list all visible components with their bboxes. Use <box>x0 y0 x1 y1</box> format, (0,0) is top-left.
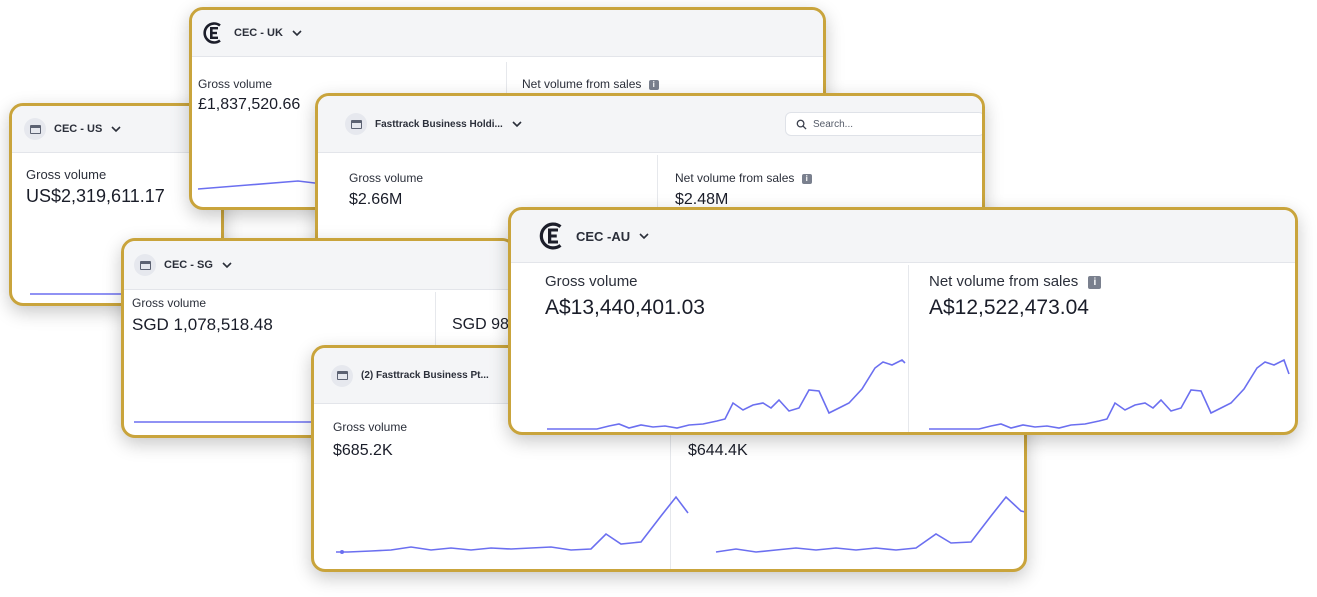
account-name: CEC - US <box>54 123 103 135</box>
gross-volume-value: £1,837,520.66 <box>198 96 301 113</box>
account-name: CEC - SG <box>164 259 213 271</box>
account-name: CEC -AU <box>576 228 631 244</box>
net-volume-label: Net volume from sales i <box>522 77 659 91</box>
net-volume-value: $2.48M <box>675 191 729 208</box>
net-volume-value: A$12,522,473.04 <box>929 296 1089 319</box>
net-volume-label-text: Net volume from sales <box>522 77 642 91</box>
search-placeholder: Search... <box>813 118 854 130</box>
account-switcher[interactable]: CEC -AU <box>538 221 650 251</box>
search-icon <box>796 119 807 130</box>
net-volume-sparkline <box>715 495 1024 553</box>
chevron-down-icon <box>292 30 302 37</box>
gross-volume-label: Gross volume <box>132 296 207 310</box>
info-icon[interactable]: i <box>648 79 659 90</box>
net-volume-value: SGD 98 <box>452 316 509 333</box>
account-switcher[interactable]: CEC - SG <box>134 254 233 276</box>
gross-volume-sparkline <box>547 359 906 430</box>
gross-volume-label: Gross volume <box>198 77 273 91</box>
gross-volume-value: $685.2K <box>333 442 393 459</box>
gross-volume-value: SGD 1,078,518.48 <box>132 315 273 334</box>
account-name: Fasttrack Business Holdi... <box>375 118 503 130</box>
account-name: CEC - UK <box>234 27 283 39</box>
net-volume-label-text: Net volume from sales <box>929 273 1079 290</box>
net-volume-sparkline <box>929 358 1290 430</box>
store-icon <box>345 113 367 135</box>
store-icon <box>134 254 156 276</box>
chevron-down-icon <box>512 121 522 128</box>
gross-volume-value: US$2,319,611.17 <box>26 186 165 206</box>
store-icon <box>331 364 353 387</box>
info-icon[interactable]: i <box>1088 275 1102 289</box>
gross-volume-label: Gross volume <box>26 167 107 182</box>
gross-volume-label: Gross volume <box>349 171 424 185</box>
card-cec-au: CEC -AU Gross volume A$13,440,401.03 Net… <box>508 207 1298 435</box>
net-volume-label: Net volume from sales i <box>929 273 1102 290</box>
gross-volume-sparkline <box>197 180 324 190</box>
chevron-down-icon <box>222 262 232 269</box>
cec-logo-icon <box>539 222 562 250</box>
account-name: (2) Fasttrack Business Pt... <box>361 370 489 381</box>
gross-volume-sparkline <box>134 421 314 423</box>
account-switcher[interactable]: CEC - US <box>24 118 122 140</box>
gross-volume-value: $2.66M <box>349 191 403 208</box>
gross-volume-label: Gross volume <box>333 420 408 434</box>
account-switcher[interactable]: CEC - UK <box>202 21 303 45</box>
search-input[interactable]: Search... <box>785 112 982 136</box>
cec-logo-icon <box>203 22 221 44</box>
chevron-down-icon <box>111 126 121 133</box>
panel-divider <box>908 265 909 432</box>
gross-volume-value: A$13,440,401.03 <box>545 296 705 319</box>
gross-volume-label: Gross volume <box>545 273 638 290</box>
card-cec-us: CEC - US Gross volume US$2,319,611.17 <box>9 103 224 306</box>
net-volume-label: Net volume from sales i <box>675 171 812 185</box>
panel-divider <box>670 406 671 569</box>
info-icon[interactable]: i <box>801 173 812 184</box>
account-switcher[interactable]: Fasttrack Business Holdi... <box>345 113 523 135</box>
net-volume-label-text: Net volume from sales <box>675 171 795 185</box>
store-icon <box>24 118 46 140</box>
chevron-down-icon <box>639 233 649 240</box>
gross-volume-sparkline <box>336 495 689 554</box>
account-switcher[interactable]: (2) Fasttrack Business Pt... <box>331 364 489 387</box>
net-volume-value: $644.4K <box>688 442 748 459</box>
